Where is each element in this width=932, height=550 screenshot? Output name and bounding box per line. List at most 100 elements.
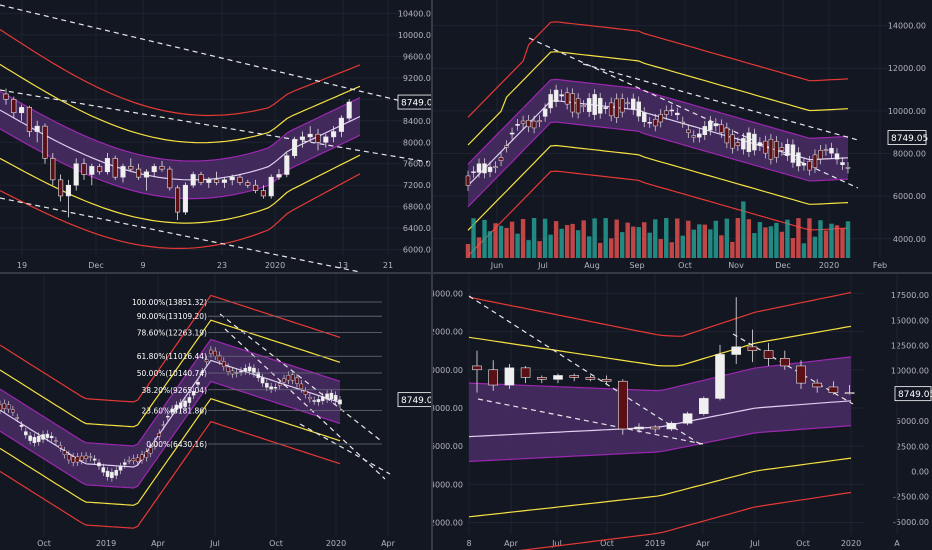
fib-level-label: 23.60%(8181.86) <box>142 406 208 415</box>
left-price-axis-label: 8000.00 <box>433 404 463 413</box>
volume-bar <box>647 232 652 258</box>
time-axis-label: Apr <box>696 539 711 548</box>
volume-bar <box>642 222 647 258</box>
candle <box>50 158 56 181</box>
candle <box>569 375 579 378</box>
candle <box>252 367 256 374</box>
candle <box>664 110 669 115</box>
horizontal-divider <box>0 272 932 274</box>
candle <box>482 163 487 174</box>
candle <box>127 459 131 462</box>
price-axis-label: 8000.00 <box>893 150 926 159</box>
last-price-tag-box <box>887 130 927 145</box>
time-axis-label: Sep <box>629 261 644 270</box>
candle <box>239 370 243 373</box>
chart-top-right[interactable]: 14000.00 12000.00 10000.00 8000.00 6000.00 40… <box>433 0 932 272</box>
right-price-axis-label: 10000.00 <box>891 367 929 376</box>
candle <box>823 149 829 151</box>
volume-bar <box>493 223 498 258</box>
volume-bar <box>840 228 845 258</box>
candle <box>157 433 162 437</box>
price-axis-label: 8000.00 <box>403 138 431 147</box>
candle <box>630 98 636 110</box>
candle <box>3 93 9 100</box>
price-axis-label: 10000.00 <box>888 107 926 116</box>
candle <box>120 166 126 178</box>
candle <box>476 163 482 173</box>
volume-bar <box>548 234 553 258</box>
time-axis-label: Dec <box>88 261 103 270</box>
candle <box>282 378 286 383</box>
candle <box>276 174 282 178</box>
time-axis-label: 13 <box>338 261 348 270</box>
yellow-band-upper <box>0 319 341 428</box>
candle <box>277 383 282 386</box>
chart-panel-bottom-right[interactable]: 14000.00 12000.00 10000.00 8000.00 6000.00 40… <box>433 274 932 550</box>
candle <box>123 462 127 465</box>
candle <box>151 166 157 173</box>
candle <box>713 123 719 127</box>
chart-panel-bottom-left[interactable]: Oct 2019 Apr Jul Oct 2020 Apr 100.00%(13851.32)… <box>0 274 431 550</box>
candle <box>114 470 119 476</box>
candle <box>845 167 851 169</box>
red-band-upper <box>0 28 361 117</box>
time-axis-label: Apr <box>151 539 166 548</box>
candle <box>253 184 259 191</box>
volume-bar <box>741 201 746 258</box>
volume-bar <box>553 221 559 258</box>
time-axis-label: Oct <box>678 261 692 270</box>
chart-bottom-right[interactable]: 14000.00 12000.00 10000.00 8000.00 6000.00 40… <box>433 274 932 550</box>
candle <box>325 393 329 400</box>
trendline-upper <box>468 295 704 447</box>
candle <box>229 176 235 181</box>
candle <box>650 426 660 430</box>
candle <box>58 445 63 449</box>
last-price-tag: 8749.05 <box>401 396 431 406</box>
candle <box>601 379 612 382</box>
volume-bar <box>752 233 757 258</box>
candle <box>71 456 75 463</box>
candle <box>619 98 625 113</box>
fib-level-label: 78.60%(12263.19) <box>137 328 207 337</box>
time-axis-label: Oct <box>269 539 283 548</box>
candle <box>19 424 24 427</box>
volume-bar <box>564 225 570 258</box>
candle <box>214 179 220 183</box>
time-axis-label: 19 <box>17 261 27 270</box>
candle <box>286 375 291 381</box>
chart-bottom-left[interactable]: Oct 2019 Apr Jul Oct 2020 Apr 100.00%(13851.32)… <box>0 274 431 550</box>
candle <box>153 441 157 447</box>
candle <box>844 392 855 394</box>
candle <box>730 134 735 149</box>
candle <box>174 404 179 410</box>
candle <box>542 108 548 117</box>
candle <box>268 176 274 197</box>
time-axis-label: 9 <box>140 261 145 270</box>
chart-top-left[interactable]: 10400.0010000.009600.009200.008800.00840… <box>0 0 431 272</box>
candle <box>92 458 97 461</box>
candle <box>316 399 321 403</box>
candle <box>243 367 248 372</box>
purple-band-lower <box>0 380 341 489</box>
candle <box>597 97 603 114</box>
candle <box>807 161 812 171</box>
fib-level-label: 0.00%(6430.16) <box>146 440 207 449</box>
volume-bar <box>504 227 509 258</box>
purple-band-upper <box>0 90 361 162</box>
price-axis-label: 4000.00 <box>893 235 926 244</box>
chart-panel-top-right[interactable]: 14000.00 12000.00 10000.00 8000.00 6000.00 40… <box>433 0 932 272</box>
candle <box>581 105 586 108</box>
candle <box>183 400 187 407</box>
time-axis-label: Jun <box>490 261 504 270</box>
trendline-lower <box>0 197 361 272</box>
candle <box>553 89 559 102</box>
candle <box>741 138 746 150</box>
price-axis-label: 7600.00 <box>403 160 431 169</box>
candle <box>105 470 110 477</box>
chart-panel-top-left[interactable]: 10400.0010000.009600.009200.008800.00840… <box>0 0 431 272</box>
time-axis-label: Apr <box>504 539 519 548</box>
candle <box>269 386 273 390</box>
fib-level-label: 100.00%(13851.32) <box>132 298 207 307</box>
candle <box>45 433 50 438</box>
candle <box>570 93 575 113</box>
